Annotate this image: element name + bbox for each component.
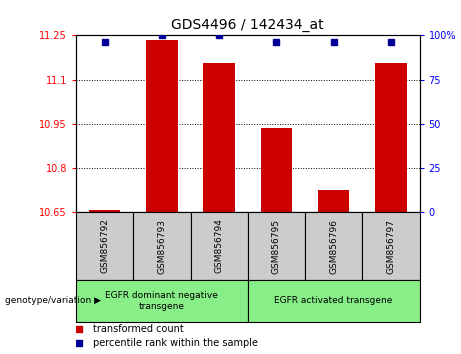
Bar xyxy=(146,40,177,212)
Bar xyxy=(260,128,292,212)
Text: percentile rank within the sample: percentile rank within the sample xyxy=(93,338,258,348)
Bar xyxy=(248,212,305,280)
Bar xyxy=(248,280,420,322)
Text: GSM856796: GSM856796 xyxy=(329,218,338,274)
Text: GSM856792: GSM856792 xyxy=(100,218,109,274)
Text: genotype/variation ▶: genotype/variation ▶ xyxy=(5,296,100,306)
Text: transformed count: transformed count xyxy=(93,324,184,334)
Bar xyxy=(362,212,420,280)
Text: GSM856797: GSM856797 xyxy=(386,218,396,274)
Bar xyxy=(203,63,235,212)
Text: EGFR activated transgene: EGFR activated transgene xyxy=(274,296,393,306)
Title: GDS4496 / 142434_at: GDS4496 / 142434_at xyxy=(171,18,324,32)
Bar xyxy=(318,190,349,212)
Bar xyxy=(305,212,362,280)
Text: GSM856794: GSM856794 xyxy=(215,218,224,274)
Text: GSM856793: GSM856793 xyxy=(157,218,166,274)
Bar xyxy=(76,212,133,280)
Text: EGFR dominant negative
transgene: EGFR dominant negative transgene xyxy=(106,291,219,310)
Bar xyxy=(89,210,120,212)
Bar xyxy=(375,63,407,212)
Bar xyxy=(190,212,248,280)
Bar xyxy=(76,280,248,322)
Bar xyxy=(133,212,190,280)
Text: GSM856795: GSM856795 xyxy=(272,218,281,274)
